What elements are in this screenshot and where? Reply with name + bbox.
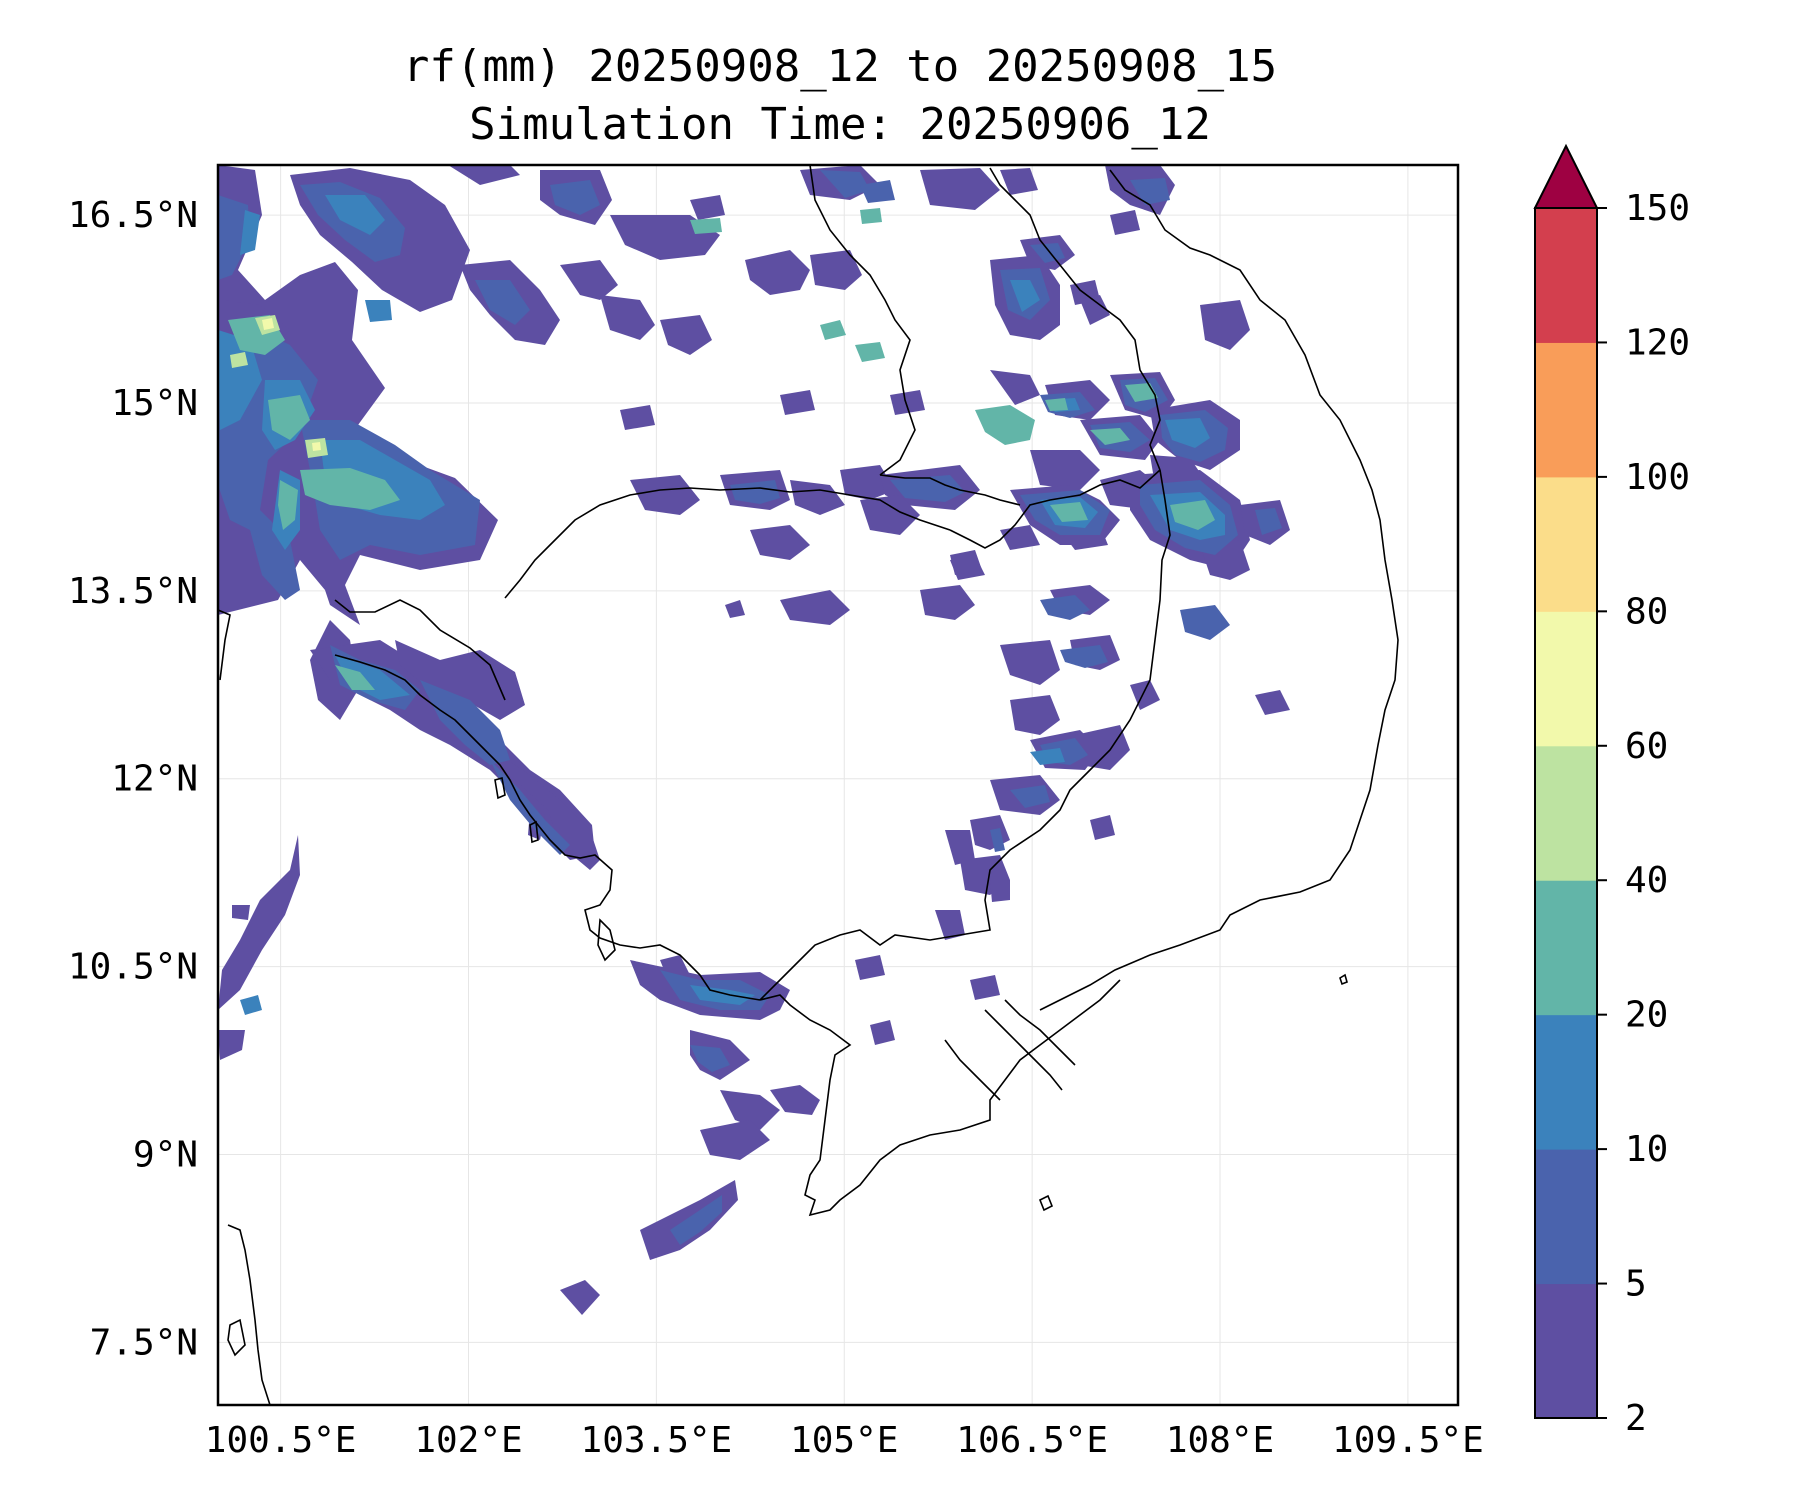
lat-tick-label: 7.5°N	[90, 1322, 198, 1363]
colorbar-segment	[1535, 745, 1597, 881]
lon-tick-label: 106.5°E	[956, 1420, 1108, 1461]
island-gulf-1	[529, 820, 539, 844]
colorbar-frame	[1534, 207, 1598, 1419]
colorbar: 2 5 10 20 40 60 80 100 120 150	[1533, 143, 1690, 1439]
map-gridlines	[218, 165, 1458, 1405]
lat-tick-label: 9°N	[133, 1134, 198, 1175]
rain-level-60-80	[262, 318, 321, 451]
lat-tick-label: 13.5°N	[68, 571, 198, 612]
colorbar-segment	[1535, 611, 1597, 747]
lon-tick-label: 102°E	[414, 1420, 522, 1461]
island-phu-quoc	[597, 918, 616, 962]
border-thailand-cambodia	[334, 599, 506, 701]
island-malay-west	[227, 1318, 246, 1357]
longitude-ticks: 100.5°E 102°E 103.5°E 105°E 106.5°E 108°E 109.…	[205, 1420, 1484, 1461]
colorbar-extend-arrow	[1533, 143, 1599, 209]
coastline-thailand-west	[218, 609, 231, 681]
border-laos-vietnam	[989, 167, 1161, 471]
rain-level-2-5	[218, 165, 1290, 1315]
lat-tick-label: 12°N	[111, 759, 198, 800]
colorbar-tick-label: 60	[1625, 726, 1668, 767]
rain-level-5-10	[218, 170, 1282, 1245]
title-line-1: rf(mm) 20250908_12 to 20250908_15	[402, 41, 1278, 92]
border-laos-thailand	[809, 165, 916, 476]
map-title: rf(mm) 20250908_12 to 20250908_15 Simula…	[220, 38, 1460, 154]
lat-tick-label: 16.5°N	[68, 195, 198, 236]
lon-tick-label: 105°E	[790, 1420, 898, 1461]
coastline-east	[1039, 169, 1399, 1011]
lon-tick-label: 108°E	[1166, 1420, 1274, 1461]
coastlines-borders	[218, 165, 1399, 1405]
island-koh-kong	[494, 776, 506, 800]
colorbar-segment	[1535, 342, 1597, 478]
river-delta-3	[944, 1039, 1001, 1101]
lon-tick-label: 103.5°E	[581, 1420, 733, 1461]
lat-tick-label: 10.5°N	[68, 947, 198, 988]
rainfall-contours	[218, 165, 1290, 1315]
colorbar-segment	[1535, 476, 1597, 612]
latitude-ticks: 16.5°N 15°N 13.5°N 12°N 10.5°N 9°N 7.5°N	[68, 195, 198, 1363]
lat-tick-label: 15°N	[111, 383, 198, 424]
colorbar-tick-label: 20	[1625, 995, 1668, 1036]
island-con-dao	[1038, 1194, 1054, 1212]
title-line-2: Simulation Time: 20250906_12	[469, 99, 1211, 150]
colorbar-segment	[1535, 208, 1597, 343]
lon-tick-label: 100.5°E	[205, 1420, 357, 1461]
lon-tick-label: 109.5°E	[1332, 1420, 1484, 1461]
border-cambodia-laos	[949, 469, 1161, 549]
map-frame	[216, 163, 1460, 1407]
colorbar-tick-label: 10	[1625, 1129, 1668, 1170]
river-delta-1	[984, 1009, 1063, 1091]
border-cambodia-thai-north	[504, 487, 951, 599]
colorbar-tick-label: 40	[1625, 860, 1668, 901]
coastline-gulf-thailand	[334, 654, 761, 1001]
colorbar-segment	[1535, 880, 1597, 1016]
colorbar-tick-label: 100	[1625, 457, 1690, 498]
coastline-malay	[227, 1224, 271, 1405]
island-east	[1339, 973, 1348, 986]
colorbar-segment	[1535, 1014, 1597, 1150]
coastline-mekong-delta	[759, 979, 1121, 1217]
river-delta-2	[1004, 999, 1076, 1066]
border-cambodia-vietnam	[759, 469, 1171, 1001]
border-thai-laos-mekong	[879, 474, 1021, 506]
colorbar-tick-label: 80	[1625, 591, 1668, 632]
colorbar-tick-label: 150	[1625, 188, 1690, 229]
colorbar-segment	[1535, 1283, 1597, 1419]
colorbar-segment	[1535, 1149, 1597, 1285]
colorbar-tick-label: 5	[1625, 1264, 1647, 1305]
colorbar-tick-label: 2	[1625, 1398, 1647, 1439]
colorbar-tick-label: 120	[1625, 322, 1690, 363]
